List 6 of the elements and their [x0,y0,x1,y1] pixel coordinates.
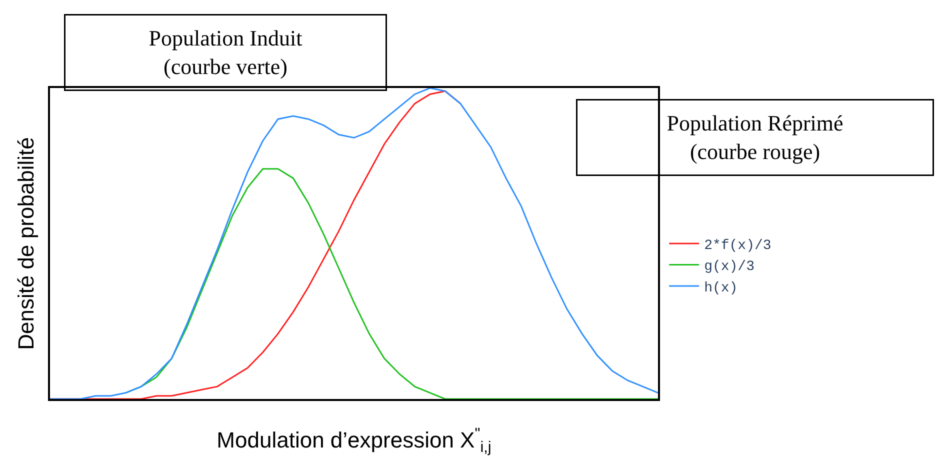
y-axis-title: Densité de probabilité [14,137,39,350]
legend-label: 2*f(x)/3 [704,238,772,254]
legend-label: h(x) [704,280,738,296]
text: Population Induit (courbe verte) [148,26,302,80]
text: Population Réprimé (courbe rouge) [666,110,844,164]
legend-label: g(x)/3 [704,259,754,276]
